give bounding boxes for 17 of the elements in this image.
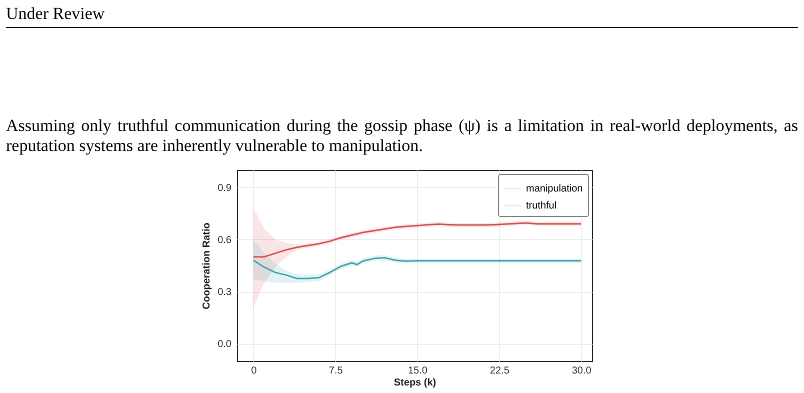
legend-label: manipulation [526,184,583,194]
text: Assuming only truthful communication during the gossip phase (ψ) is a limitation in real-world deployments, as reputation systems are inherently vulnerable to manipulation. [6,116,798,156]
x-tick-label: 7.5 [328,366,344,376]
y-tick-label: 0.6 [218,234,232,246]
x-tick-label: 22.5 [490,366,510,376]
x-tick-label: 0 [251,366,258,376]
y-tick-label: 0.3 [218,287,232,298]
text: Under Review [6,4,105,24]
y-tick-label: 0.9 [218,182,232,194]
y-axis-title: Cooperation Ratio [202,222,213,310]
x-tick-label: 30.0 [572,366,592,376]
x-tick-label: 15.0 [408,366,428,376]
line-series [252,256,582,280]
line-series [252,222,582,258]
x-axis-title: Steps (k) [394,378,436,388]
y-tick-label: 0.0 [218,339,232,350]
legend-label: truthful [526,200,557,212]
